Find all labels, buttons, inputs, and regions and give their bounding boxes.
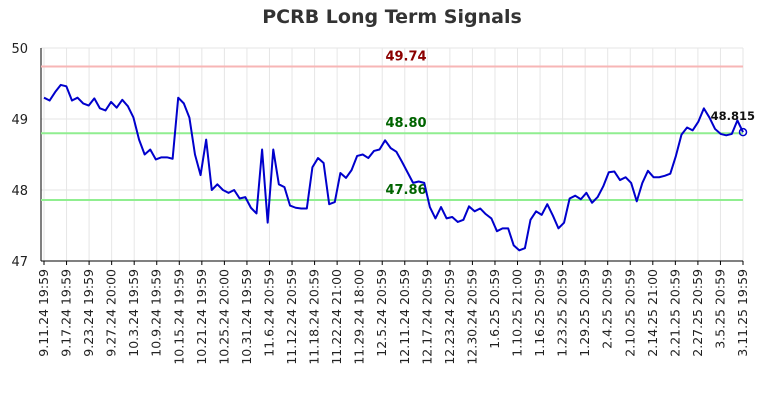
x-tick-label: 12.17.24 20:59 (419, 269, 434, 365)
x-tick-label: 9.17.24 19:59 (59, 269, 74, 357)
x-tick-label: 2.4.25 20:59 (600, 269, 615, 349)
x-tick-label: 12.5.24 20:59 (374, 269, 389, 357)
x-tick-label: 1.29.25 20:59 (577, 269, 592, 357)
x-tick-label: 10.21.24 19:59 (194, 269, 209, 365)
reference-line-label: 49.74 (385, 49, 426, 64)
x-tick-label: 10.25.24 20:00 (216, 269, 231, 365)
x-tick-label: 10.31.24 19:59 (239, 269, 254, 365)
y-tick-label: 47 (11, 255, 28, 270)
x-tick-label: 2.21.25 20:59 (667, 269, 682, 357)
x-tick-label: 9.23.24 19:59 (81, 269, 96, 357)
x-tick-label: 1.6.25 20:59 (487, 269, 502, 349)
x-tick-label: 2.10.25 20:59 (622, 269, 637, 357)
x-tick-label: 11.22.24 21:00 (329, 269, 344, 365)
last-value-label: 48.815 (711, 109, 755, 123)
x-tick-label: 9.11.24 19:59 (36, 269, 51, 357)
x-tick-label: 9.27.24 20:00 (104, 269, 119, 357)
x-tick-label: 10.9.24 19:59 (149, 269, 164, 357)
last-point-marker (738, 127, 748, 137)
x-tick-label: 12.11.24 20:59 (397, 269, 412, 365)
x-tick-label: 10.3.24 19:59 (126, 269, 141, 357)
x-tick-label: 2.14.25 21:00 (645, 269, 660, 357)
x-tick-label: 1.23.25 20:59 (555, 269, 570, 357)
x-tick-label: 11.18.24 20:59 (307, 269, 322, 365)
y-tick-label: 48 (11, 184, 28, 199)
x-tick-label: 3.5.25 20:59 (712, 269, 727, 349)
x-tick-label: 2.27.25 20:59 (690, 269, 705, 357)
x-tick-label: 11.29.24 18:00 (352, 269, 367, 365)
x-tick-label: 3.11.25 19:59 (735, 269, 750, 357)
y-tick-label: 49 (11, 113, 28, 128)
reference-line-label: 47.86 (385, 183, 426, 198)
x-tick-label: 12.30.24 20:59 (464, 269, 479, 365)
price-series-line (43, 83, 744, 252)
y-tick-label: 50 (11, 42, 28, 57)
x-tick-label: 12.23.24 20:59 (442, 269, 457, 365)
reference-line-label: 48.80 (385, 116, 426, 131)
x-tick-label: 1.16.25 20:59 (532, 269, 547, 357)
x-tick-label: 11.12.24 20:59 (284, 269, 299, 365)
x-tick-label: 10.15.24 19:59 (171, 269, 186, 365)
chart-title: PCRB Long Term Signals (262, 6, 522, 28)
x-tick-label: 1.10.25 21:00 (510, 269, 525, 357)
x-tick-label: 11.6.24 20:59 (261, 269, 276, 357)
